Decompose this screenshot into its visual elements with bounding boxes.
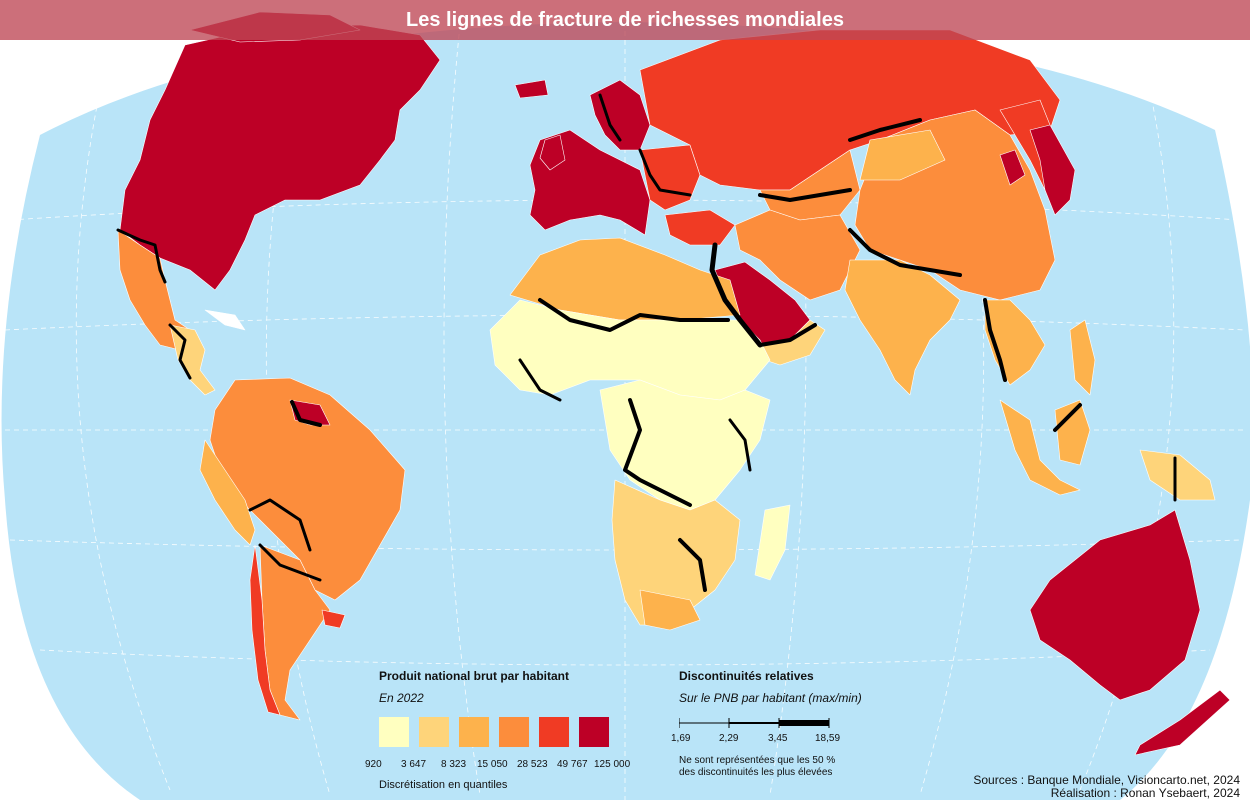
gni-break: 8 323 <box>441 759 467 770</box>
country-new-zealand <box>1134 689 1231 756</box>
country-canada-usa <box>119 24 441 291</box>
swatch-class-2 <box>419 717 449 747</box>
gni-break: 15 050 <box>477 759 508 770</box>
gni-legend-subtitle: En 2022 <box>379 691 424 705</box>
disc-legend: Discontinuités relatives Sur le PNB par … <box>671 669 899 779</box>
disc-scale-graphic <box>678 718 830 728</box>
country-south-africa <box>639 589 701 631</box>
disc-line-andes <box>248 498 312 552</box>
country-borneo <box>1054 399 1091 466</box>
disc-line-central-africa <box>623 398 692 507</box>
disc-line-russia-china <box>848 118 922 142</box>
swatch-class-4 <box>499 717 529 747</box>
disc-values: 1,69 2,29 3,45 18,59 <box>671 733 899 745</box>
gni-legend: Produit national brut par habitant En 20… <box>365 669 649 791</box>
gni-legend-title: Produit national brut par habitant <box>379 669 569 683</box>
disc-scale <box>678 715 899 731</box>
disc-line-guyana <box>290 400 322 427</box>
country-new-guinea <box>1139 449 1216 501</box>
disc-line-us-mexico <box>116 228 167 284</box>
swatch-class-1 <box>379 717 409 747</box>
disc-note-line1: Ne sont représentées que les 50 % <box>679 755 836 766</box>
gni-break: 3 647 <box>401 759 427 770</box>
country-australia <box>1029 509 1201 701</box>
disc-line-southern-africa <box>678 538 707 592</box>
country-iceland <box>514 79 549 99</box>
disc-line-himalaya <box>848 228 962 277</box>
disc-line-gulf <box>709 242 763 348</box>
gni-break: 125 000 <box>594 759 631 770</box>
disc-line-east-africa <box>728 418 752 472</box>
disc-value: 3,45 <box>768 733 788 744</box>
gni-breaks: 920 3 647 8 323 15 050 28 523 49 767 125… <box>365 759 649 773</box>
disc-value: 1,69 <box>671 733 691 744</box>
disc-line-arabia <box>758 323 817 347</box>
disc-value: 2,29 <box>719 733 739 744</box>
map-title: Les lignes de fracture de richesses mond… <box>406 8 844 31</box>
credits-sources: Sources : Banque Mondiale, Visioncarto.n… <box>973 773 1240 787</box>
disc-line-chile-argentina <box>258 543 322 582</box>
country-andes <box>199 439 256 546</box>
disc-line-russia-central-asia <box>758 188 852 202</box>
gni-break: 49 767 <box>557 759 588 770</box>
gni-break: 920 <box>365 759 382 770</box>
country-chile <box>249 544 281 716</box>
country-iran-central-asia <box>734 209 861 301</box>
disc-line-sahel <box>538 298 730 332</box>
disc-line-southeast-asia <box>983 298 1007 382</box>
country-southern-africa <box>611 479 741 626</box>
credits-author: Réalisation : Ronan Ysebaert, 2024 <box>1050 786 1240 800</box>
disc-line-europe-east <box>638 148 692 197</box>
disc-line-central-america <box>168 323 192 380</box>
country-indonesia <box>999 399 1081 496</box>
country-korea <box>999 149 1026 186</box>
country-india <box>844 259 961 396</box>
country-uk <box>539 134 566 171</box>
swatch-class-5 <box>539 717 569 747</box>
disc-note-line2: des discontinuités les plus élevées <box>679 767 833 778</box>
country-turkey <box>664 209 736 246</box>
country-philippines <box>1069 319 1096 396</box>
country-cuba <box>204 309 246 331</box>
disc-line-scandinavia <box>598 93 622 142</box>
country-mongolia <box>859 129 946 181</box>
country-uruguay <box>321 609 346 629</box>
discontinuity-lines <box>116 93 1177 592</box>
disc-note: Ne sont représentées que les 50 % des di… <box>679 755 899 779</box>
gni-swatches <box>379 717 649 747</box>
gni-method: Discrétisation en quantiles <box>379 779 508 791</box>
disc-legend-title: Discontinuités relatives <box>679 669 814 683</box>
credits: Sources : Banque Mondiale, Visioncarto.n… <box>973 774 1240 800</box>
country-madagascar <box>754 504 791 581</box>
title-bar: Les lignes de fracture de richesses mond… <box>0 0 1250 40</box>
disc-value: 18,59 <box>815 733 841 744</box>
gni-break: 28 523 <box>517 759 548 770</box>
country-central-africa <box>599 379 771 511</box>
country-japan <box>1029 124 1076 216</box>
disc-line-west-africa <box>518 358 562 402</box>
disc-legend-subtitle: Sur le PNB par habitant (max/min) <box>679 691 862 705</box>
swatch-class-3 <box>459 717 489 747</box>
swatch-class-6 <box>579 717 609 747</box>
disc-line-borneo <box>1053 403 1082 432</box>
